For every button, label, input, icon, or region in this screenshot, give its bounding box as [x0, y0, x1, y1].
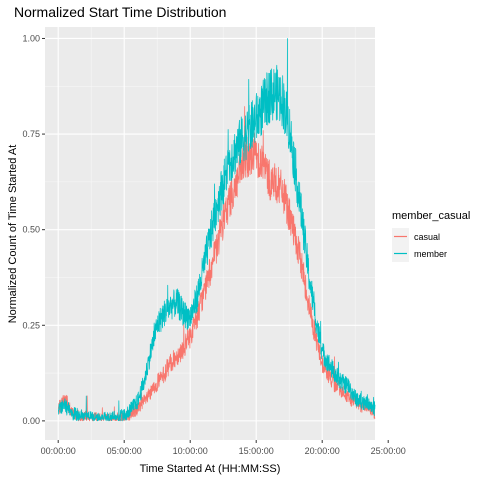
x-tick-label: 25:00:00 [371, 446, 406, 456]
y-tick-label: 0.75 [22, 129, 40, 139]
series-line-member [57, 38, 376, 422]
grid-layer [45, 27, 389, 440]
legend-title: member_casual [392, 210, 470, 222]
y-tick-label: 0.50 [22, 225, 40, 235]
x-tick-label: 05:00:00 [107, 446, 142, 456]
legend-items: casual member [392, 228, 447, 262]
x-axis-title: Time Started At (HH:MM:SS) [140, 463, 281, 475]
legend: member_casual casual member [392, 210, 470, 262]
legend-label-member: member [414, 249, 447, 259]
x-tick-label: 20:00:00 [305, 446, 340, 456]
tick-layer: 00:00:00 05:00:00 10:00:00 15:00:00 20:00:00… [22, 33, 405, 456]
y-tick-label: 0.00 [22, 416, 40, 426]
x-tick-label: 00:00:00 [41, 446, 76, 456]
chart-title: Normalized Start Time Distribution [14, 4, 226, 20]
x-tick-label: 15:00:00 [239, 446, 274, 456]
y-axis-title: Normalized Count of Time Started At [7, 145, 19, 324]
y-tick-label: 1.00 [22, 33, 40, 43]
legend-label-casual: casual [414, 232, 440, 242]
y-tick-label: 0.25 [22, 320, 40, 330]
series-layer [57, 38, 376, 422]
x-tick-label: 10:00:00 [173, 446, 208, 456]
